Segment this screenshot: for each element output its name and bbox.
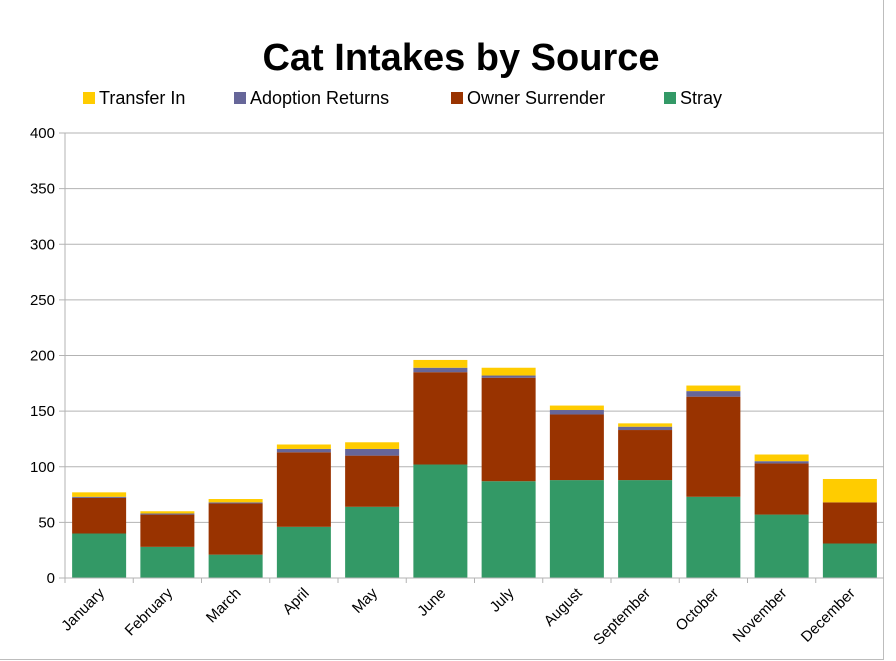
bar-transfer-in-may <box>345 442 400 449</box>
bar-owner-surrender-january <box>72 497 127 534</box>
y-tick-label: 350 <box>30 181 55 198</box>
bar-stray-february <box>140 546 195 578</box>
bar-adoption-returns-november <box>754 461 809 464</box>
bar-transfer-in-april <box>276 444 331 449</box>
x-tick-label: July <box>487 584 518 615</box>
bar-adoption-returns-february <box>140 513 195 515</box>
bar-stray-september <box>618 480 673 578</box>
x-tick-label: December <box>798 585 859 646</box>
y-tick-label: 0 <box>47 570 55 587</box>
bar-owner-surrender-may <box>345 455 400 507</box>
bar-owner-surrender-october <box>686 396 741 497</box>
x-tick-label: October <box>672 585 722 635</box>
legend-swatch <box>451 92 463 104</box>
bar-stray-october <box>686 496 741 578</box>
bar-adoption-returns-may <box>345 448 400 456</box>
bar-adoption-returns-march <box>208 502 263 504</box>
bar-adoption-returns-july <box>481 375 536 378</box>
x-tick-label: January <box>58 584 108 634</box>
chart-title: Cat Intakes by Source <box>262 37 659 79</box>
bar-stray-april <box>276 526 331 578</box>
x-tick-label: November <box>729 585 790 646</box>
bar-transfer-in-october <box>686 385 741 392</box>
bar-owner-surrender-april <box>276 452 331 527</box>
bar-owner-surrender-august <box>549 414 604 481</box>
bars <box>72 359 877 578</box>
bar-stray-march <box>208 554 263 578</box>
x-tick-label: September <box>590 585 654 649</box>
bar-transfer-in-september <box>618 423 673 427</box>
y-tick-label: 100 <box>30 459 55 476</box>
x-tick-label: February <box>122 584 177 639</box>
y-tick-label: 300 <box>30 236 55 253</box>
legend-label: Adoption Returns <box>250 88 389 108</box>
x-tick-label: June <box>414 585 449 620</box>
bar-stray-august <box>549 480 604 578</box>
y-tick-label: 400 <box>30 125 55 142</box>
legend-swatch <box>83 92 95 104</box>
y-tick-label: 250 <box>30 292 55 309</box>
legend-label: Owner Surrender <box>467 88 605 108</box>
y-tick-label: 200 <box>30 348 55 365</box>
y-tick-label: 50 <box>38 514 55 531</box>
x-tick-label: April <box>279 585 312 618</box>
bar-owner-surrender-september <box>618 430 673 481</box>
y-axis: 0 50 100 150 200 250 300 350 400 <box>30 125 66 587</box>
bar-transfer-in-march <box>208 499 263 503</box>
bar-transfer-in-july <box>481 367 536 376</box>
bar-adoption-returns-october <box>686 391 741 397</box>
bar-stray-january <box>72 533 127 578</box>
bar-stray-december <box>822 543 877 578</box>
legend-label: Stray <box>680 88 722 108</box>
legend-swatch <box>664 92 676 104</box>
bar-stray-july <box>481 481 536 578</box>
x-axis: January February March April May June July Augu… <box>58 577 884 649</box>
legend: Transfer In Adoption Returns Owner Surrend… <box>83 88 722 108</box>
bar-transfer-in-november <box>754 454 809 462</box>
bar-owner-surrender-july <box>481 377 536 482</box>
bar-stray-june <box>413 464 468 578</box>
bar-transfer-in-august <box>549 405 604 411</box>
bar-adoption-returns-june <box>413 367 468 373</box>
legend-swatch <box>234 92 246 104</box>
bar-adoption-returns-january <box>72 496 127 498</box>
bar-owner-surrender-march <box>208 503 263 555</box>
bar-stray-may <box>345 506 400 578</box>
x-tick-label: August <box>541 584 587 630</box>
bar-transfer-in-february <box>140 511 195 514</box>
bar-transfer-in-january <box>72 492 127 497</box>
bar-adoption-returns-september <box>618 426 673 431</box>
bar-owner-surrender-december <box>822 502 877 544</box>
y-tick-label: 150 <box>30 403 55 420</box>
bar-stray-november <box>754 514 809 578</box>
bar-owner-surrender-february <box>140 514 195 547</box>
x-tick-label: March <box>203 585 244 626</box>
bar-transfer-in-december <box>822 478 877 503</box>
bar-adoption-returns-august <box>549 410 604 415</box>
legend-label: Transfer In <box>99 88 185 108</box>
bar-owner-surrender-june <box>413 372 468 465</box>
bar-adoption-returns-april <box>276 448 331 453</box>
bar-owner-surrender-november <box>754 463 809 515</box>
x-tick-label: May <box>349 584 381 616</box>
bar-transfer-in-june <box>413 359 468 368</box>
